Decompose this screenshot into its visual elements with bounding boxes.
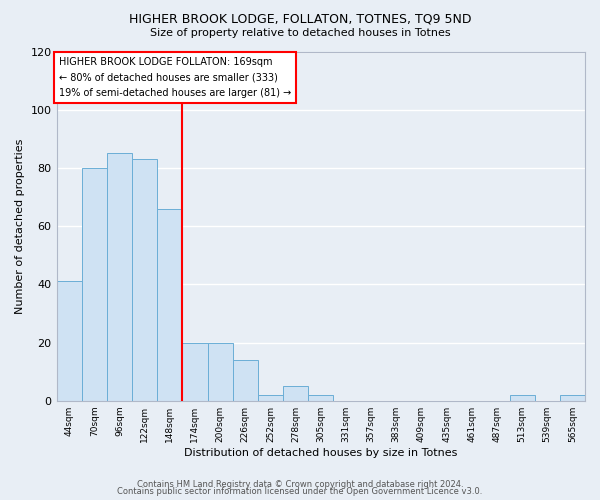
- Bar: [82, 168, 107, 400]
- Text: Contains public sector information licensed under the Open Government Licence v3: Contains public sector information licen…: [118, 488, 482, 496]
- Text: HIGHER BROOK LODGE, FOLLATON, TOTNES, TQ9 5ND: HIGHER BROOK LODGE, FOLLATON, TOTNES, TQ…: [129, 12, 471, 26]
- Text: Size of property relative to detached houses in Totnes: Size of property relative to detached ho…: [149, 28, 451, 38]
- Bar: [258, 395, 283, 400]
- Bar: [56, 282, 82, 401]
- Bar: [509, 395, 535, 400]
- Bar: [208, 342, 233, 400]
- Bar: [182, 342, 208, 400]
- Y-axis label: Number of detached properties: Number of detached properties: [15, 138, 25, 314]
- Bar: [132, 159, 157, 400]
- Bar: [107, 154, 132, 400]
- Bar: [157, 208, 182, 400]
- Bar: [308, 395, 334, 400]
- Text: HIGHER BROOK LODGE FOLLATON: 169sqm
← 80% of detached houses are smaller (333)
1: HIGHER BROOK LODGE FOLLATON: 169sqm ← 80…: [59, 56, 292, 98]
- X-axis label: Distribution of detached houses by size in Totnes: Distribution of detached houses by size …: [184, 448, 457, 458]
- Text: Contains HM Land Registry data © Crown copyright and database right 2024.: Contains HM Land Registry data © Crown c…: [137, 480, 463, 489]
- Bar: [233, 360, 258, 401]
- Bar: [560, 395, 585, 400]
- Bar: [283, 386, 308, 400]
